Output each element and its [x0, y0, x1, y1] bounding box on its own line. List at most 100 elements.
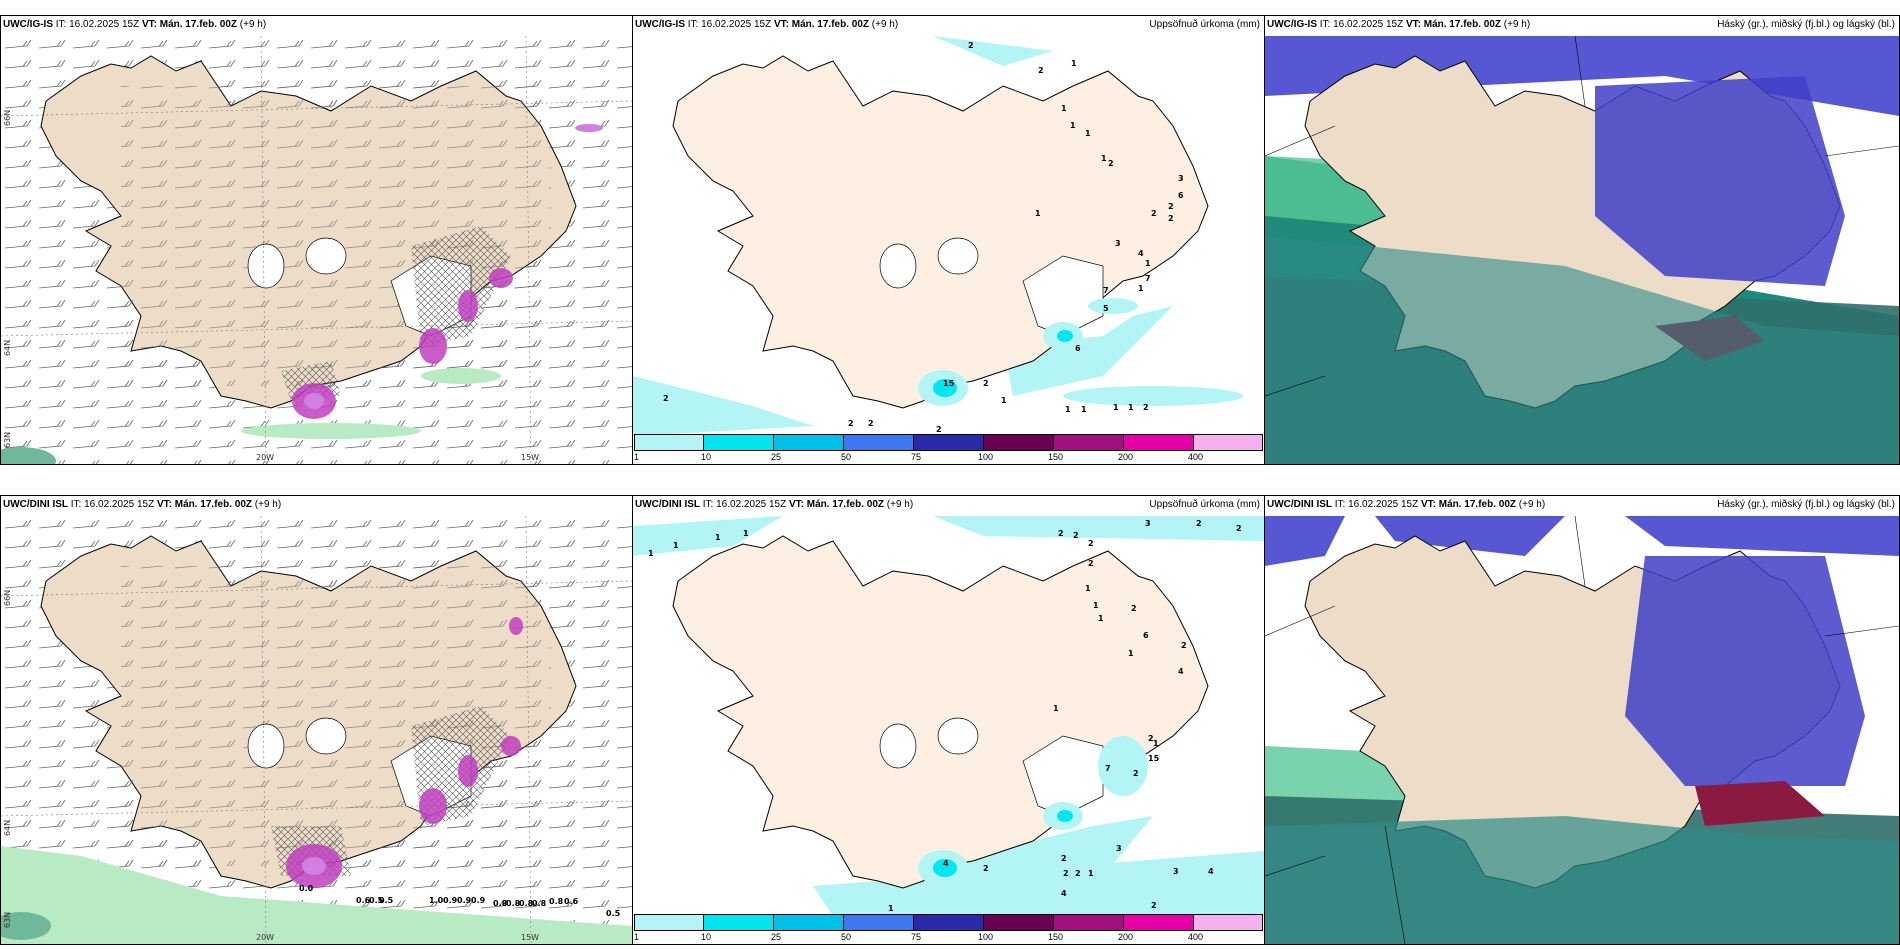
map-panel-clouds-top: UWC/IG-IS IT: 16.02.2025 15Z VT: Mán. 17…: [1264, 15, 1900, 465]
svg-text:2: 2: [1151, 209, 1157, 218]
svg-text:1: 1: [1138, 284, 1144, 293]
svg-text:3: 3: [1173, 867, 1179, 876]
svg-text:1: 1: [1001, 396, 1007, 405]
svg-text:1: 1: [673, 541, 679, 550]
svg-text:2: 2: [848, 419, 854, 428]
panel-field-title: Uppsöfnuð úrkoma (mm): [1149, 19, 1260, 30]
svg-text:1: 1: [715, 533, 721, 542]
svg-text:2: 2: [1088, 539, 1094, 548]
svg-text:1: 1: [1113, 403, 1119, 412]
wind-map: 0.0 0.6 0.5 0.5 1.0 0.9 0.9 0.9 0.8 0.8 …: [1, 515, 632, 944]
svg-text:1: 1: [1053, 704, 1059, 713]
map-panel-precip-bottom: UWC/DINI ISL IT: 16.02.2025 15Z VT: Mán.…: [632, 495, 1265, 945]
svg-text:2: 2: [1181, 641, 1187, 650]
svg-text:2: 2: [1151, 901, 1157, 910]
svg-text:1: 1: [1128, 649, 1134, 658]
svg-text:2: 2: [1168, 214, 1174, 223]
map-panel-wind-bottom: UWC/DINI ISL IT: 16.02.2025 15Z VT: Mán.…: [0, 495, 633, 945]
panel-header: UWC/IG-IS IT: 16.02.2025 15Z VT: Mán. 17…: [3, 19, 267, 30]
svg-text:0.9: 0.9: [471, 896, 486, 905]
svg-text:4: 4: [1061, 889, 1067, 898]
svg-text:4: 4: [1208, 867, 1214, 876]
svg-text:15: 15: [943, 379, 955, 388]
svg-text:1: 1: [1071, 59, 1077, 68]
lat-label: 63N: [3, 431, 12, 448]
svg-text:0.8: 0.8: [519, 899, 534, 908]
svg-text:4: 4: [943, 859, 949, 868]
svg-text:0.9: 0.9: [443, 896, 458, 905]
svg-text:1: 1: [1070, 121, 1076, 130]
svg-text:1: 1: [648, 549, 654, 558]
svg-text:6: 6: [1143, 631, 1149, 640]
svg-text:3: 3: [1145, 519, 1151, 528]
svg-text:1: 1: [1085, 129, 1091, 138]
svg-text:1: 1: [1061, 104, 1067, 113]
svg-text:1: 1: [1101, 154, 1107, 163]
svg-text:5: 5: [1103, 304, 1109, 313]
svg-text:0.8: 0.8: [493, 899, 508, 908]
svg-text:2: 2: [1143, 403, 1149, 412]
svg-text:0.5: 0.5: [379, 896, 394, 905]
panel-header: UWC/DINI ISL IT: 16.02.2025 15Z VT: Mán.…: [1267, 499, 1546, 510]
svg-text:4: 4: [1178, 667, 1184, 676]
panel-header: UWC/DINI ISL IT: 16.02.2025 15Z VT: Mán.…: [3, 499, 282, 510]
cloud-map: [1265, 35, 1899, 464]
svg-text:2: 2: [936, 425, 942, 434]
svg-text:3: 3: [1178, 174, 1184, 183]
svg-text:3: 3: [1115, 239, 1121, 248]
svg-text:4: 4: [1138, 249, 1144, 258]
lon-label: 15W: [521, 453, 540, 462]
lat-label: 66N: [3, 589, 12, 606]
svg-text:1: 1: [743, 529, 749, 538]
panel-header: UWC/DINI ISL IT: 16.02.2025 15Z VT: Mán.…: [635, 499, 914, 510]
svg-text:0.6: 0.6: [356, 896, 371, 905]
svg-text:1: 1: [1128, 403, 1134, 412]
svg-text:2: 2: [1075, 869, 1081, 878]
svg-text:2: 2: [1108, 159, 1114, 168]
svg-text:7: 7: [1105, 764, 1111, 773]
panel-header: UWC/IG-IS IT: 16.02.2025 15Z VT: Mán. 17…: [1267, 19, 1531, 30]
precip-colorbar: 1 10 25 50 75 100 150 200 400: [634, 434, 1263, 464]
svg-text:2: 2: [1133, 769, 1139, 778]
svg-text:0.6: 0.6: [564, 897, 579, 906]
svg-text:1: 1: [1098, 614, 1104, 623]
precip-colorbar: 1 10 25 50 75 100 150 200 400: [634, 914, 1263, 944]
lon-label: 20W: [256, 933, 275, 942]
lon-label: 15W: [521, 933, 540, 942]
svg-text:2: 2: [868, 419, 874, 428]
svg-text:1: 1: [1081, 405, 1087, 414]
precip-map: 1 1 1 1 2 2 3 2 2 2 2 1 1 1 6 2 2 4 1 1 …: [633, 516, 1264, 916]
svg-text:2: 2: [1038, 66, 1044, 75]
svg-text:6: 6: [1178, 191, 1184, 200]
svg-text:2: 2: [1131, 604, 1137, 613]
svg-text:0.8: 0.8: [549, 897, 564, 906]
svg-text:7: 7: [1103, 286, 1109, 295]
svg-text:2: 2: [983, 379, 989, 388]
svg-text:1: 1: [1093, 601, 1099, 610]
svg-text:3: 3: [1116, 844, 1122, 853]
svg-text:1: 1: [1153, 739, 1159, 748]
svg-text:2: 2: [1168, 202, 1174, 211]
svg-text:2: 2: [1073, 531, 1079, 540]
svg-text:1.0: 1.0: [429, 896, 444, 905]
lat-label: 64N: [3, 339, 12, 356]
svg-text:2: 2: [968, 41, 974, 50]
svg-text:2: 2: [1088, 559, 1094, 568]
svg-text:6: 6: [1075, 344, 1081, 353]
svg-text:0.9: 0.9: [457, 896, 472, 905]
svg-text:2: 2: [1061, 854, 1067, 863]
svg-text:2: 2: [663, 394, 669, 403]
svg-text:1: 1: [1145, 259, 1151, 268]
map-panel-precip-top: UWC/IG-IS IT: 16.02.2025 15Z VT: Mán. 17…: [632, 15, 1265, 465]
svg-text:1: 1: [1085, 584, 1091, 593]
cloud-map: [1265, 515, 1899, 944]
svg-text:15: 15: [1148, 754, 1160, 763]
svg-text:2: 2: [983, 864, 989, 873]
svg-text:1: 1: [1065, 405, 1071, 414]
svg-text:1: 1: [1088, 869, 1094, 878]
lat-label: 64N: [3, 819, 12, 836]
panel-field-title: Uppsöfnuð úrkoma (mm): [1149, 499, 1260, 510]
panel-header: UWC/IG-IS IT: 16.02.2025 15Z VT: Mán. 17…: [635, 19, 899, 30]
svg-text:2: 2: [1063, 869, 1069, 878]
svg-text:0.8: 0.8: [506, 899, 521, 908]
